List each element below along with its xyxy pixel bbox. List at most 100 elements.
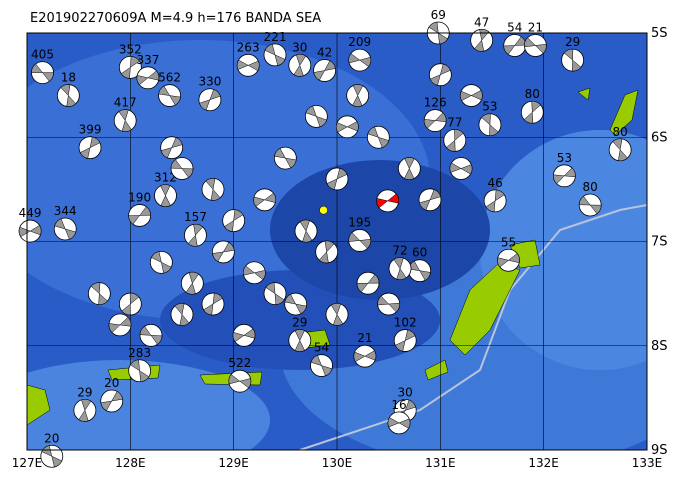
beachball [353,344,377,368]
beachball-quadrant [523,100,541,124]
beachball-quadrant [356,274,380,293]
beachball-quadrant [130,359,150,382]
beachball-quadrant [284,293,307,315]
beachball-quadrant [170,159,194,178]
beachball [273,146,297,170]
depth-label: 29 [77,385,92,399]
beachball-quadrant [481,113,499,136]
beachball [470,28,494,52]
beachball-quadrant [330,303,344,326]
y-tick-label: 7S [651,235,668,250]
beachball-quadrant [158,85,181,106]
beachball-quadrant [449,162,473,175]
beachball [294,219,318,243]
beachball [201,177,225,201]
beachball-quadrant [224,209,244,232]
beachball-quadrant [90,282,108,305]
beachball-quadrant [612,138,628,161]
x-tick-label: 130E [322,456,353,470]
depth-label: 405 [31,48,54,62]
depth-label: 30 [398,385,413,399]
beachball-quadrant [313,60,336,81]
depth-label: 20 [104,376,119,390]
epicenter [319,205,328,215]
beachball [524,34,547,57]
beachball-quadrant [120,56,140,79]
depth-label: 195 [348,215,371,229]
beachball-quadrant [139,326,163,345]
beachball-quadrant [31,63,54,82]
beachball [335,115,359,139]
beachball [128,204,152,227]
beachball [263,282,287,306]
depth-label: 69 [431,8,446,22]
beachball-quadrant [428,21,448,45]
beachball [288,329,312,352]
beachball [325,167,349,191]
depth-label: 30 [292,40,307,54]
depth-label: 21 [528,21,543,35]
beachball [236,53,260,77]
beachball-quadrant [160,184,171,207]
beachball-quadrant [377,295,400,313]
beachball [118,56,142,79]
beachball-quadrant [460,90,483,102]
beachball-quadrant [524,37,547,54]
beachball [348,229,372,252]
beachball [388,257,412,281]
beachball [348,48,372,72]
depth-label: 399 [79,123,102,137]
beachball [483,189,507,213]
beachball-quadrant [54,218,77,240]
beachball [397,157,421,180]
beachball [552,164,576,188]
beachball-quadrant [376,193,399,209]
depth-label: 126 [424,96,447,110]
depth-label: 102 [394,316,417,330]
beachball [387,411,411,435]
beachball [497,248,520,272]
beachball [53,217,77,241]
beachball-quadrant [187,223,204,247]
y-tick-label: 8S [651,339,668,354]
beachball-quadrant [404,157,415,180]
beachball-quadrant [326,167,348,190]
depth-label: 42 [317,46,332,60]
beachball-quadrant [60,84,77,107]
beachball [304,105,328,128]
beachball-quadrant [118,109,132,132]
beachball [232,323,256,347]
beachball-quadrant [387,417,411,429]
beachball-quadrant [160,137,183,159]
beachball-quadrant [228,374,252,389]
beachball [459,84,483,107]
depth-label: 80 [612,125,627,139]
beachball [201,292,225,316]
beachball [443,128,467,152]
x-tick-label: 132E [528,456,559,470]
x-tick-label: 129E [218,456,249,470]
beachball [356,271,380,295]
beachball-quadrant [18,225,42,238]
beachball [408,259,432,283]
depth-label: 562 [158,71,181,85]
beachball [310,354,333,377]
beachball-quadrant [205,178,221,201]
depth-label: 522 [228,356,251,370]
beachball-quadrant [563,48,582,72]
beachball-quadrant [336,121,359,133]
beachball-quadrant [128,206,151,225]
beachball [31,61,54,85]
x-tick-label: 131E [425,456,456,470]
depth-label: 283 [128,346,151,360]
beachball [154,184,177,208]
y-tick-label: 5S [651,26,668,41]
beachball [108,313,132,337]
beachball-quadrant [264,43,286,66]
depth-label: 54 [507,21,522,35]
beachball [228,369,252,393]
beachball [503,34,527,57]
depth-label: 47 [474,15,489,29]
beachball [325,303,349,326]
